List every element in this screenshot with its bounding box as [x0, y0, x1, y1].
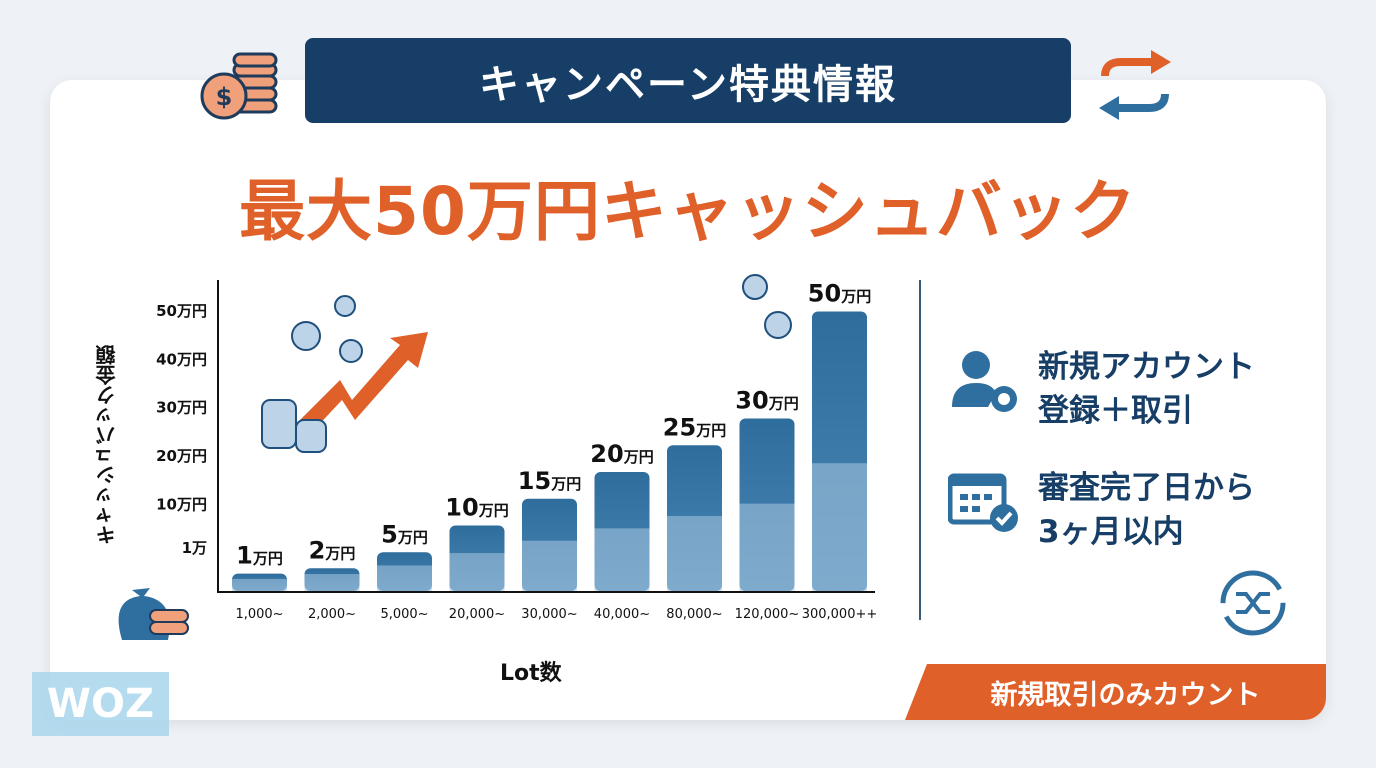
bar-highlight: [304, 574, 360, 591]
campaign-card: [50, 80, 1326, 720]
bar-value-label: 2万円: [309, 536, 356, 564]
bar-highlight: [739, 503, 795, 591]
bar-highlight: [667, 515, 722, 591]
bar-highlight: [522, 540, 577, 591]
condition-period: 審査完了日から 3ヶ月以内: [948, 466, 1255, 554]
bar-value-label: 1万円: [236, 542, 283, 570]
x-tick-label: 5,000~: [380, 607, 428, 622]
condition-line: 登録＋取引: [1038, 393, 1193, 429]
coin-stack-icon: $: [200, 52, 278, 120]
y-tick-label: 1万: [182, 539, 207, 557]
x-tick-label: 40,000~: [594, 607, 650, 622]
x-axis-label: Lot数: [500, 661, 562, 686]
y-tick-label: 40万円: [156, 350, 207, 368]
condition-new-account: 新規アカウント 登録＋取引: [948, 345, 1255, 433]
cashback-bar-chart: 1万 10万円 20万円 30万円 40万円 50万円 1万円 1,000~ 2万円 2,000…: [118, 274, 878, 640]
condition-line: 審査完了日から: [1038, 470, 1255, 506]
condition-line: 新規アカウント: [1038, 349, 1255, 385]
bar-value-label: 30万円: [735, 387, 798, 415]
new-trades-only-tag: 新規取引のみカウント: [905, 664, 1326, 720]
bar-value-label: 50万円: [808, 280, 871, 308]
x-tick-label: 2,000~: [308, 607, 356, 622]
bar-highlight: [449, 553, 505, 591]
section-divider: [919, 280, 921, 620]
woz-watermark: WOZ: [32, 672, 169, 736]
bar-highlight: [594, 528, 650, 591]
svg-text:$: $: [216, 83, 233, 111]
x-tick-label: 300,000++: [802, 607, 878, 622]
x-tick-label: 1,000~: [235, 607, 283, 622]
x-tick-label: 80,000~: [666, 607, 722, 622]
bar-highlight: [377, 565, 432, 591]
bar-value-label: 25万円: [663, 413, 726, 441]
calendar-check-icon: [948, 473, 1018, 532]
bar-value-label: 15万円: [518, 467, 581, 495]
x-tick-label: 20,000~: [449, 607, 505, 622]
exchange-arrows-icon: [1099, 50, 1171, 120]
y-tick-label: 30万円: [156, 399, 207, 417]
bar-highlight: [232, 578, 287, 591]
x-tick-label: 30,000~: [521, 607, 577, 622]
growth-illustration: [261, 274, 792, 453]
bar-value-label: 5万円: [381, 520, 428, 548]
campaign-banner-title: キャンペーン特典情報: [305, 38, 1071, 123]
y-tick-label: 50万円: [156, 302, 207, 320]
y-tick-label: 10万円: [156, 495, 207, 513]
condition-line: 3ヶ月以内: [1038, 514, 1184, 550]
bar-highlight: [812, 463, 867, 591]
money-bag-icon: [118, 588, 189, 640]
user-gear-icon: [952, 351, 1017, 412]
shuffle-cycle-icon: [1220, 570, 1286, 636]
bar-value-label: 10万円: [445, 494, 508, 522]
x-tick-label: 120,000~: [735, 607, 800, 622]
headline: 最大50万円キャッシュバック: [239, 173, 1137, 250]
y-tick-label: 20万円: [156, 447, 207, 465]
bar-value-label: 20万円: [590, 440, 653, 468]
